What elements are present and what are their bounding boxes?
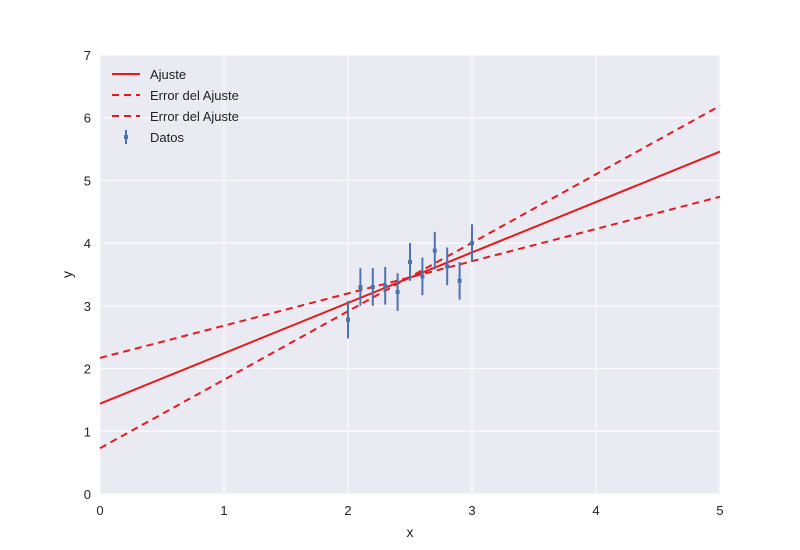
y-tick-label: 5 [84, 173, 91, 188]
legend-item: Datos [124, 130, 184, 145]
legend: Ajuste Error del Ajuste Error del Ajuste Da… [112, 67, 239, 145]
y-tick-label: 1 [84, 424, 91, 439]
y-tick-label: 2 [84, 362, 91, 377]
data-marker [383, 283, 388, 288]
data-point [346, 300, 350, 339]
series-layer [99, 104, 721, 450]
legend-label: Error del Ajuste [150, 88, 239, 103]
data-marker [457, 278, 462, 283]
legend-label: Error del Ajuste [150, 109, 239, 124]
fit-error-line [99, 195, 721, 359]
y-tick-label: 3 [84, 299, 91, 314]
data-point [457, 261, 462, 300]
data-marker [370, 285, 375, 290]
x-axis-label: x [407, 524, 414, 540]
data-point [445, 247, 450, 286]
data-marker [395, 290, 400, 295]
legend-item: Error del Ajuste [112, 88, 239, 103]
y-tick-label: 0 [84, 487, 91, 502]
data-point [432, 231, 437, 270]
y-tick-label: 7 [84, 48, 91, 63]
data-point [358, 268, 363, 306]
data-marker [432, 248, 437, 253]
data-marker [346, 317, 350, 322]
y-tick-label: 4 [84, 236, 91, 251]
data-point [370, 268, 375, 306]
data-marker [358, 285, 363, 290]
data-point [470, 224, 474, 262]
data-point [408, 243, 412, 281]
data-point [383, 266, 388, 305]
x-tick-label: 4 [592, 503, 599, 518]
data-point [420, 257, 425, 296]
data-marker [420, 274, 425, 279]
tick-labels: 0 1 2 3 4 5 0 1 2 3 4 5 6 7 [84, 48, 724, 518]
x-tick-label: 3 [468, 503, 475, 518]
x-tick-label: 5 [716, 503, 723, 518]
legend-item: Error del Ajuste [112, 109, 239, 124]
y-axis-label: y [59, 271, 75, 278]
legend-marker [124, 135, 128, 139]
legend-item: Ajuste [112, 67, 186, 82]
data-point [395, 273, 400, 311]
x-tick-label: 1 [220, 503, 227, 518]
data-marker [408, 259, 412, 264]
legend-label: Datos [150, 130, 184, 145]
x-tick-label: 0 [96, 503, 103, 518]
x-tick-label: 2 [344, 503, 351, 518]
data-marker [470, 241, 474, 246]
legend-label: Ajuste [150, 67, 186, 82]
data-marker [445, 264, 450, 269]
y-tick-label: 6 [84, 111, 91, 126]
